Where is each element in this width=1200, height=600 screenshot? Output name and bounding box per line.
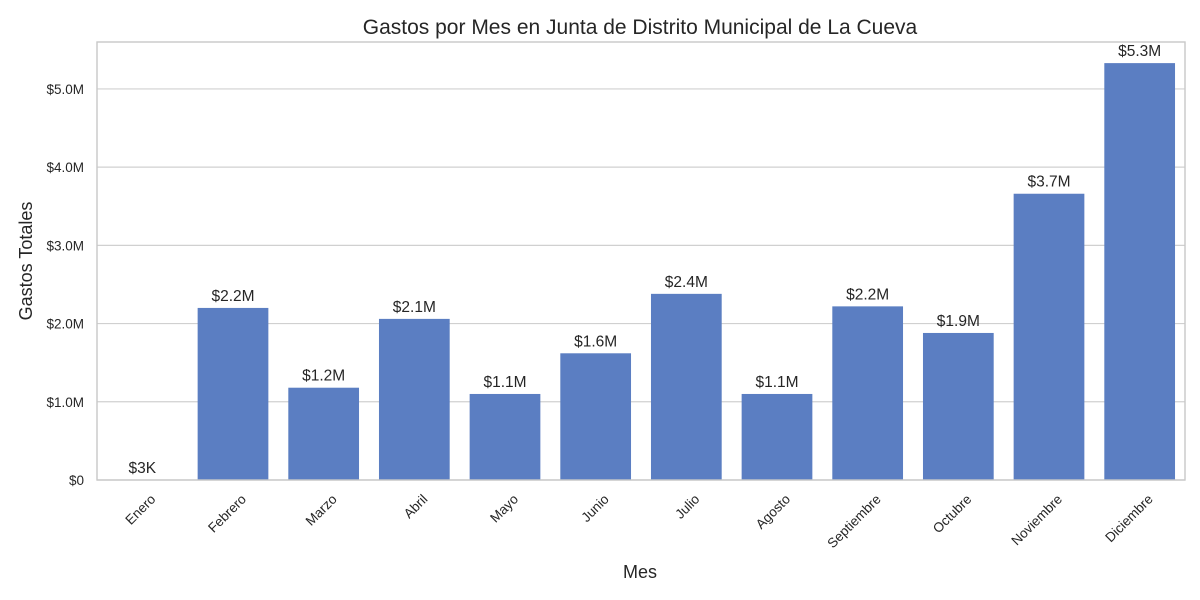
chart-title: Gastos por Mes en Junta de Distrito Muni… [363,16,918,39]
y-tick-label: $2.0M [46,317,84,332]
y-tick-label: $1.0M [46,395,84,410]
bar-value-labels: $3K $2.2M $1.2M $2.1M $1.1M $1.6M $2.4M $1.1M $2… [129,43,1162,477]
bar [650,293,722,480]
bar-value-label: $2.2M [846,286,889,303]
x-tick-label: Marzo [303,492,340,529]
x-axis-ticks: Enero Febrero Marzo Abril Mayo Junio Julio Agos… [122,492,1155,551]
bar-value-label: $1.6M [574,333,617,350]
bar [560,353,632,480]
bar [741,393,813,480]
bar [832,306,904,480]
x-tick-label: Mayo [487,492,521,526]
x-tick-label: Julio [672,492,702,522]
bar-value-label: $2.1M [393,299,436,316]
bar-value-label: $3.7M [1027,174,1070,191]
y-tick-label: $4.0M [46,160,84,175]
y-tick-label: $0 [69,473,84,488]
x-tick-label: Septiembre [824,492,883,551]
bar-value-label: $3K [129,460,157,477]
y-tick-label: $3.0M [46,238,84,253]
bar [922,332,994,480]
bar [378,318,450,480]
bar [1104,63,1176,480]
plot-frame [96,41,1186,481]
bar [197,307,269,480]
x-tick-label: Junio [578,492,611,525]
x-tick-label: Agosto [753,492,793,532]
bar-value-label: $2.2M [211,288,254,305]
x-axis-label: Mes [623,562,657,582]
bar-value-label: $1.1M [483,374,526,391]
bar-value-label: $1.9M [937,313,980,330]
y-tick-label: $5.0M [46,82,84,97]
bars [106,63,1176,480]
x-tick-label: Enero [122,492,158,528]
x-tick-label: Diciembre [1102,492,1156,546]
y-axis-ticks: $0 $1.0M $2.0M $3.0M $4.0M $5.0M [46,82,84,488]
x-tick-label: Octubre [930,492,975,537]
x-tick-label: Noviembre [1008,492,1065,549]
bar-value-label: $1.2M [302,368,345,385]
x-tick-label: Abril [401,492,431,522]
bar-value-label: $2.4M [665,274,708,291]
y-axis-label: Gastos Totales [16,202,36,321]
bar [469,393,541,480]
x-tick-label: Febrero [205,492,249,536]
bar-value-label: $1.1M [755,374,798,391]
bar-value-label: $5.3M [1118,43,1161,60]
bar [288,387,360,480]
bar [1013,193,1085,480]
